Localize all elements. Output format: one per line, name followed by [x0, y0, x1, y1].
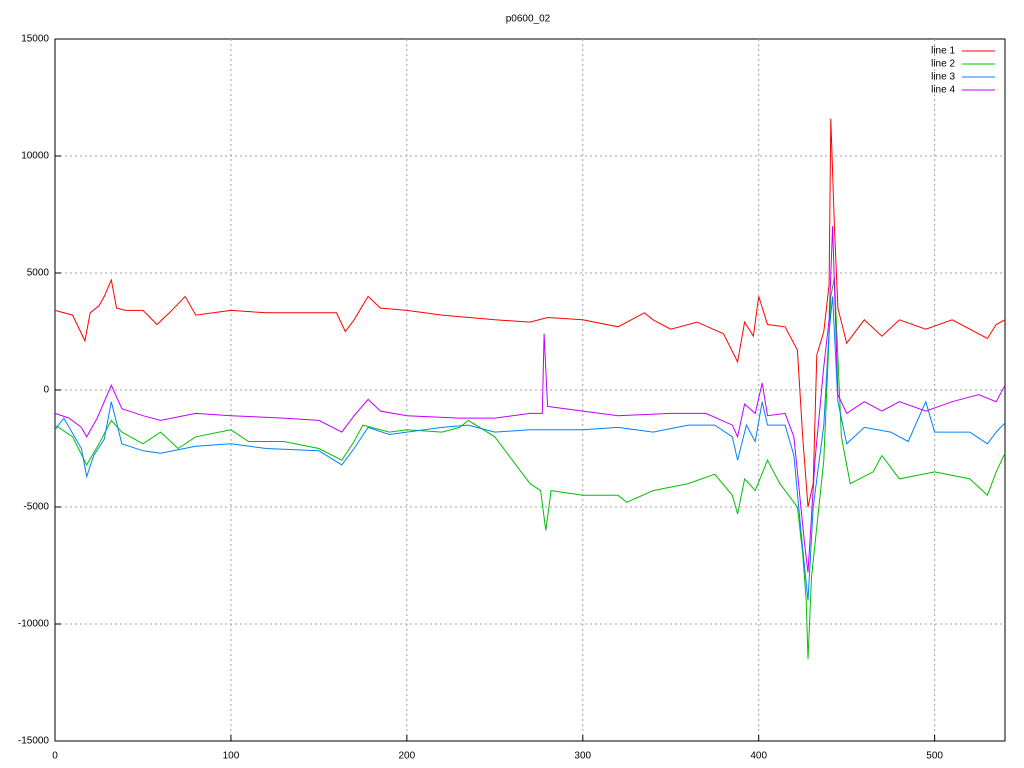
- legend-label: line 1: [931, 46, 955, 57]
- legend-label: line 3: [931, 72, 955, 83]
- x-tick-label: 200: [399, 751, 416, 762]
- data-line: [54, 277, 1006, 660]
- x-tick-label: 0: [52, 751, 58, 762]
- legend-label: line 4: [931, 85, 955, 96]
- y-tick-label: -10000: [18, 619, 50, 630]
- x-tick-label: 300: [574, 751, 591, 762]
- y-tick-label: -15000: [18, 736, 50, 747]
- x-tick-label: 400: [750, 751, 767, 762]
- chart-title: p0600_02: [506, 14, 551, 25]
- y-tick-label: 5000: [27, 268, 50, 279]
- y-tick-label: -5000: [23, 502, 49, 513]
- x-tick-label: 100: [223, 751, 240, 762]
- data-line: [54, 118, 1006, 508]
- legend-label: line 2: [931, 59, 955, 70]
- data-line: [54, 296, 1006, 601]
- y-tick-label: 0: [43, 385, 49, 396]
- y-tick-label: 15000: [21, 34, 49, 45]
- y-tick-label: 10000: [21, 151, 49, 162]
- data-line: [54, 226, 1006, 573]
- x-tick-label: 500: [926, 751, 943, 762]
